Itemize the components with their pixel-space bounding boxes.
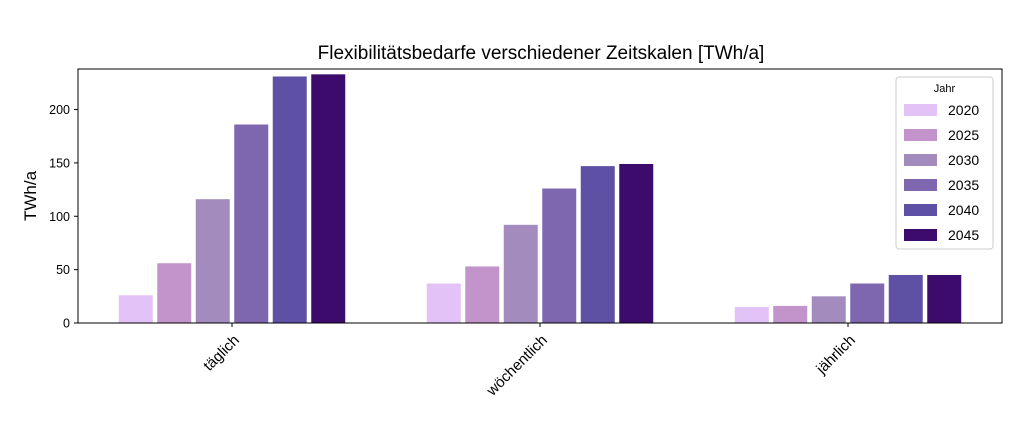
- legend-swatch-2030: [904, 154, 937, 166]
- chart-title: Flexibilitätsbedarfe verschiedener Zeits…: [318, 43, 765, 64]
- y-tick-label: 200: [49, 103, 70, 117]
- legend-label-2035: 2035: [948, 177, 979, 193]
- bars-group: [118, 74, 962, 323]
- legend-swatch-2020: [904, 104, 937, 116]
- bar-2040-jährlich: [888, 274, 923, 323]
- bar-2030-wöchentlich: [503, 224, 538, 323]
- x-tick-label: jährlich: [812, 332, 858, 378]
- legend-label-2025: 2025: [948, 127, 979, 143]
- bar-2045-jährlich: [927, 274, 962, 323]
- bar-2025-jährlich: [773, 305, 808, 323]
- legend-swatch-2025: [904, 129, 937, 141]
- bar-2030-jährlich: [811, 296, 846, 323]
- plot-frame: [77, 68, 1003, 324]
- bar-2035-wöchentlich: [542, 188, 577, 323]
- legend-swatch-2040: [904, 204, 937, 216]
- bar-2040-wöchentlich: [580, 166, 615, 323]
- legend-swatch-2035: [904, 179, 937, 191]
- bar-2020-wöchentlich: [426, 283, 461, 323]
- bar-2025-täglich: [157, 263, 192, 323]
- x-tick-label: wöchentlich: [483, 332, 551, 400]
- bar-2045-täglich: [311, 74, 346, 323]
- bar-2035-täglich: [234, 124, 269, 323]
- y-axis-label: TWh/a: [21, 170, 40, 221]
- bar-2020-täglich: [118, 295, 153, 323]
- bar-2030-täglich: [195, 199, 230, 323]
- legend-title: Jahr: [934, 83, 956, 95]
- bar-2035-jährlich: [850, 283, 885, 323]
- x-tick-label: täglich: [200, 332, 243, 375]
- legend-label-2020: 2020: [948, 102, 979, 118]
- y-tick-label: 0: [63, 317, 70, 331]
- y-tick-label: 50: [56, 263, 70, 277]
- y-tick-label: 100: [49, 210, 70, 224]
- bar-2025-wöchentlich: [465, 266, 500, 323]
- bar-2020-jährlich: [734, 306, 769, 323]
- legend-label-2045: 2045: [948, 227, 979, 243]
- legend-label-2030: 2030: [948, 152, 979, 168]
- legend: Jahr 2020 2025 2030 2035 2040 2045: [895, 76, 994, 250]
- y-tick-label: 150: [49, 156, 70, 170]
- bar-2040-täglich: [272, 76, 307, 323]
- bar-2045-wöchentlich: [619, 163, 654, 323]
- legend-label-2040: 2040: [948, 202, 979, 218]
- legend-swatch-2045: [904, 229, 937, 241]
